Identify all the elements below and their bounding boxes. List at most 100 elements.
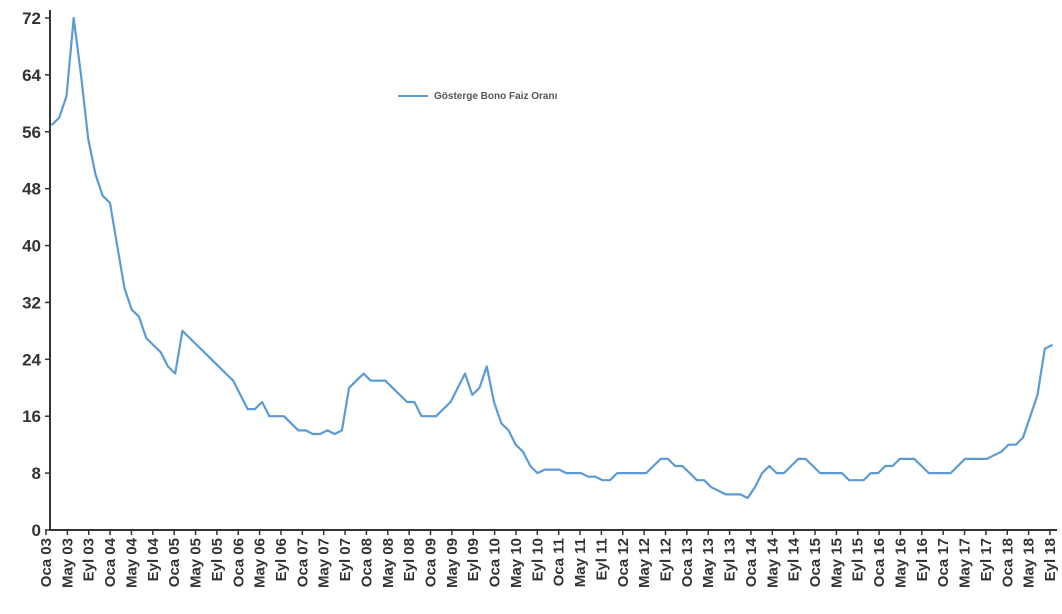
data-point (188, 337, 191, 339)
data-point (768, 465, 771, 467)
data-point (543, 468, 546, 471)
data-point (1014, 443, 1017, 446)
x-tick-label: May 09 (444, 538, 461, 588)
data-point (942, 472, 945, 475)
data-point (1007, 443, 1010, 446)
data-point (174, 372, 177, 375)
data-point (210, 358, 213, 361)
x-tick-label: May 13 (700, 538, 717, 588)
x-tick-label: Eyl 10 (529, 538, 546, 581)
data-point (507, 429, 510, 432)
data-point (717, 489, 720, 492)
series-line (51, 16, 1053, 500)
x-tick-label: Eyl 09 (465, 538, 482, 581)
data-point (246, 408, 249, 411)
legend: Gösterge Bono Faiz Oranı (398, 91, 558, 102)
data-point (311, 433, 314, 435)
data-point (753, 486, 756, 489)
data-point (1029, 415, 1032, 418)
data-point (601, 479, 604, 482)
data-point (775, 472, 778, 475)
y-tick-label: 72 (22, 9, 41, 28)
data-point (913, 457, 916, 460)
x-tick-label: May 03 (59, 538, 76, 588)
y-tick-label: 0 (32, 521, 41, 540)
x-tick-label: May 04 (123, 537, 140, 588)
x-tick-label: Oca 13 (679, 538, 696, 587)
data-point (681, 465, 684, 467)
x-tick-label: Eyl 16 (914, 538, 931, 581)
data-point (804, 457, 807, 460)
y-tick-label: 8 (32, 464, 41, 483)
data-point (688, 472, 691, 475)
data-point (391, 386, 394, 389)
y-tick-label: 32 (22, 293, 41, 312)
data-point (739, 493, 742, 496)
data-point (710, 486, 713, 489)
data-point (449, 401, 452, 403)
data-point (746, 497, 749, 499)
data-point (333, 433, 336, 435)
data-point (65, 95, 68, 98)
data-point (261, 401, 264, 403)
data-point (616, 472, 619, 475)
data-point (123, 287, 126, 290)
legend-label: Gösterge Bono Faiz Oranı (434, 91, 558, 102)
x-tick-label: May 14 (764, 537, 781, 588)
x-tick-label: Eyl 14 (786, 537, 803, 581)
data-point (898, 457, 901, 460)
data-point (94, 173, 97, 176)
data-point (87, 137, 90, 140)
y-tick-label: 48 (22, 180, 41, 199)
x-tick-label: Eyl 15 (850, 538, 867, 581)
data-point (971, 457, 974, 460)
data-point (406, 401, 408, 403)
data-point (101, 194, 104, 197)
x-tick-label: Eyl 12 (657, 538, 674, 581)
data-point (891, 465, 894, 467)
data-point (819, 472, 822, 475)
data-point (420, 415, 423, 418)
x-tick-label: Oca 08 (358, 538, 375, 587)
data-point (956, 465, 959, 467)
x-tick-label: May 17 (957, 538, 974, 588)
data-point (427, 415, 430, 418)
data-point (630, 472, 633, 475)
x-tick-label: Oca 06 (230, 538, 247, 587)
data-point (253, 408, 256, 411)
x-tick-label: Oca 12 (615, 538, 632, 587)
data-point (558, 468, 561, 471)
x-tick-label: Oca 11 (551, 538, 568, 586)
x-tick-label: Oca 14 (743, 537, 760, 587)
x-tick-label: May 06 (252, 538, 269, 588)
y-tick-label: 56 (22, 123, 41, 142)
data-point (232, 379, 235, 382)
data-point (464, 372, 466, 375)
data-point (290, 422, 293, 425)
data-point (985, 457, 988, 460)
data-point (109, 201, 111, 204)
data-point (398, 393, 401, 396)
data-point (703, 479, 706, 482)
data-point (282, 415, 285, 418)
x-tick-label: May 05 (188, 538, 205, 588)
data-point (304, 429, 307, 432)
x-tick-label: Oca 04 (102, 537, 119, 587)
data-point (964, 457, 966, 460)
data-point (181, 329, 184, 332)
data-point (652, 465, 655, 467)
data-point (217, 365, 220, 368)
data-point (239, 393, 242, 396)
y-tick-label: 64 (22, 66, 41, 85)
data-point (935, 472, 937, 475)
data-point (80, 73, 82, 76)
data-point (435, 415, 437, 418)
data-point (833, 472, 836, 475)
data-point (529, 465, 532, 467)
x-tick-label: Oca 15 (807, 538, 824, 587)
y-tick-label: 40 (22, 237, 41, 256)
data-point (152, 344, 155, 347)
x-tick-label: Eyl 06 (273, 538, 290, 581)
data-point (442, 408, 445, 411)
x-tick-label: Oca 10 (487, 538, 504, 587)
